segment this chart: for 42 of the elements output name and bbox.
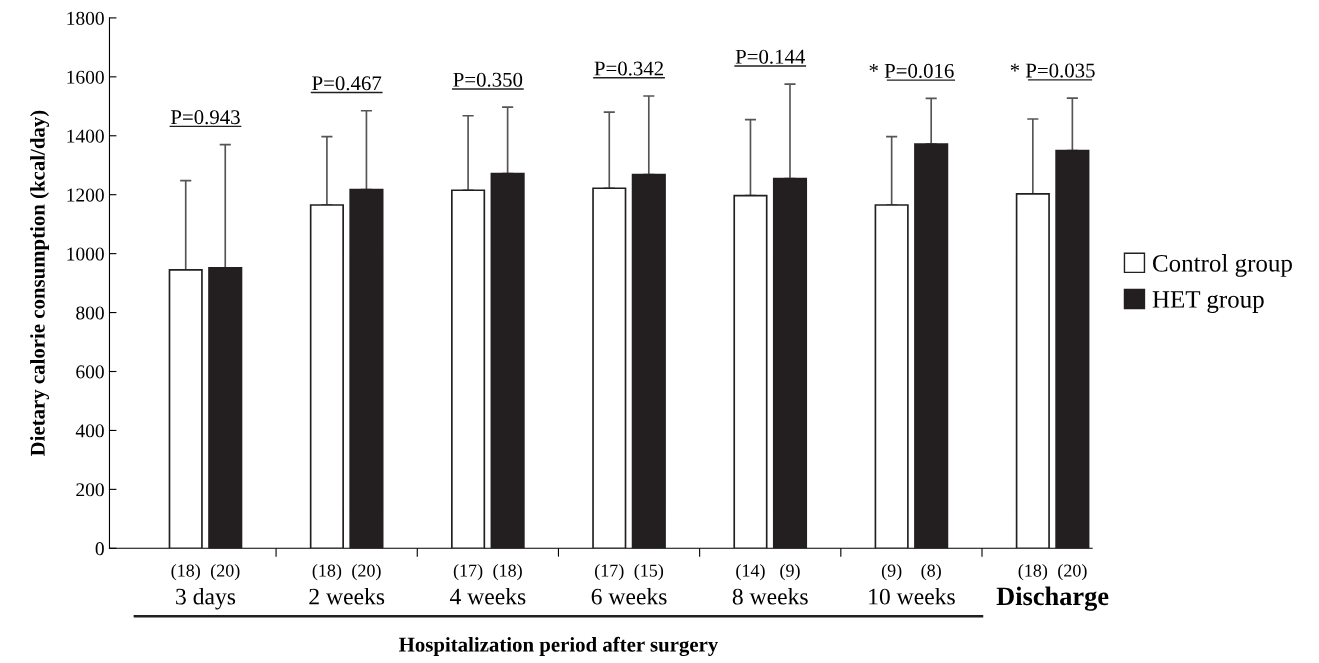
annotation: * P=0.016 — [869, 63, 954, 78]
annotation: * P=0.035 — [1010, 63, 1095, 78]
text: (20) — [211, 563, 240, 581]
y-tick-label: 400 — [75, 424, 104, 438]
text: (18) — [493, 563, 522, 581]
x-tick-label: 8 weeks — [732, 587, 808, 605]
text: (9) — [881, 563, 902, 581]
text: (8) — [921, 563, 941, 581]
x-tick-label: Discharge — [996, 586, 1109, 611]
y-tick-label: 600 — [76, 365, 104, 379]
y-tick-label: 1600 — [67, 70, 104, 84]
x-tick-label: 10 weeks — [869, 587, 955, 605]
text: (17) — [595, 563, 624, 581]
y-tick-label: 200 — [76, 483, 104, 497]
y-tick-label: 1800 — [67, 11, 104, 25]
y-tick-label: 1000 — [67, 247, 104, 261]
annotation: P=0.943 — [170, 110, 240, 125]
text: (20) — [1058, 563, 1087, 581]
annotation: P=0.342 — [594, 61, 663, 76]
legend-label: Control group — [1152, 254, 1292, 277]
text: (18) — [171, 563, 200, 581]
text: (18) — [1018, 563, 1048, 581]
y-tick-label: 800 — [76, 306, 104, 320]
annotation: P=0.350 — [453, 72, 523, 87]
x-axis-title: Hospitalization period after surgery — [399, 636, 719, 657]
text: (14) — [736, 563, 765, 581]
y-tick-label: 1200 — [67, 188, 104, 202]
text: (15) — [634, 563, 664, 581]
text: (9) — [780, 563, 800, 581]
legend-label: HET group — [1152, 291, 1264, 313]
text: (20) — [352, 563, 381, 581]
x-tick-label: 2 weeks — [309, 587, 385, 605]
text: (18) — [312, 563, 342, 581]
x-tick-label: 4 weeks — [449, 587, 526, 605]
y-tick-label: 1400 — [67, 129, 104, 143]
y-tick-label: 0 — [95, 542, 104, 556]
x-tick-label: 3 days — [176, 587, 236, 610]
annotation: P=0.144 — [735, 49, 806, 64]
y-axis-title: Dietary calorie consumption (kcal/day) — [30, 110, 50, 457]
x-tick-label: 6 weeks — [591, 587, 667, 605]
annotation: P=0.467 — [312, 76, 382, 91]
text: (17) — [453, 563, 483, 581]
